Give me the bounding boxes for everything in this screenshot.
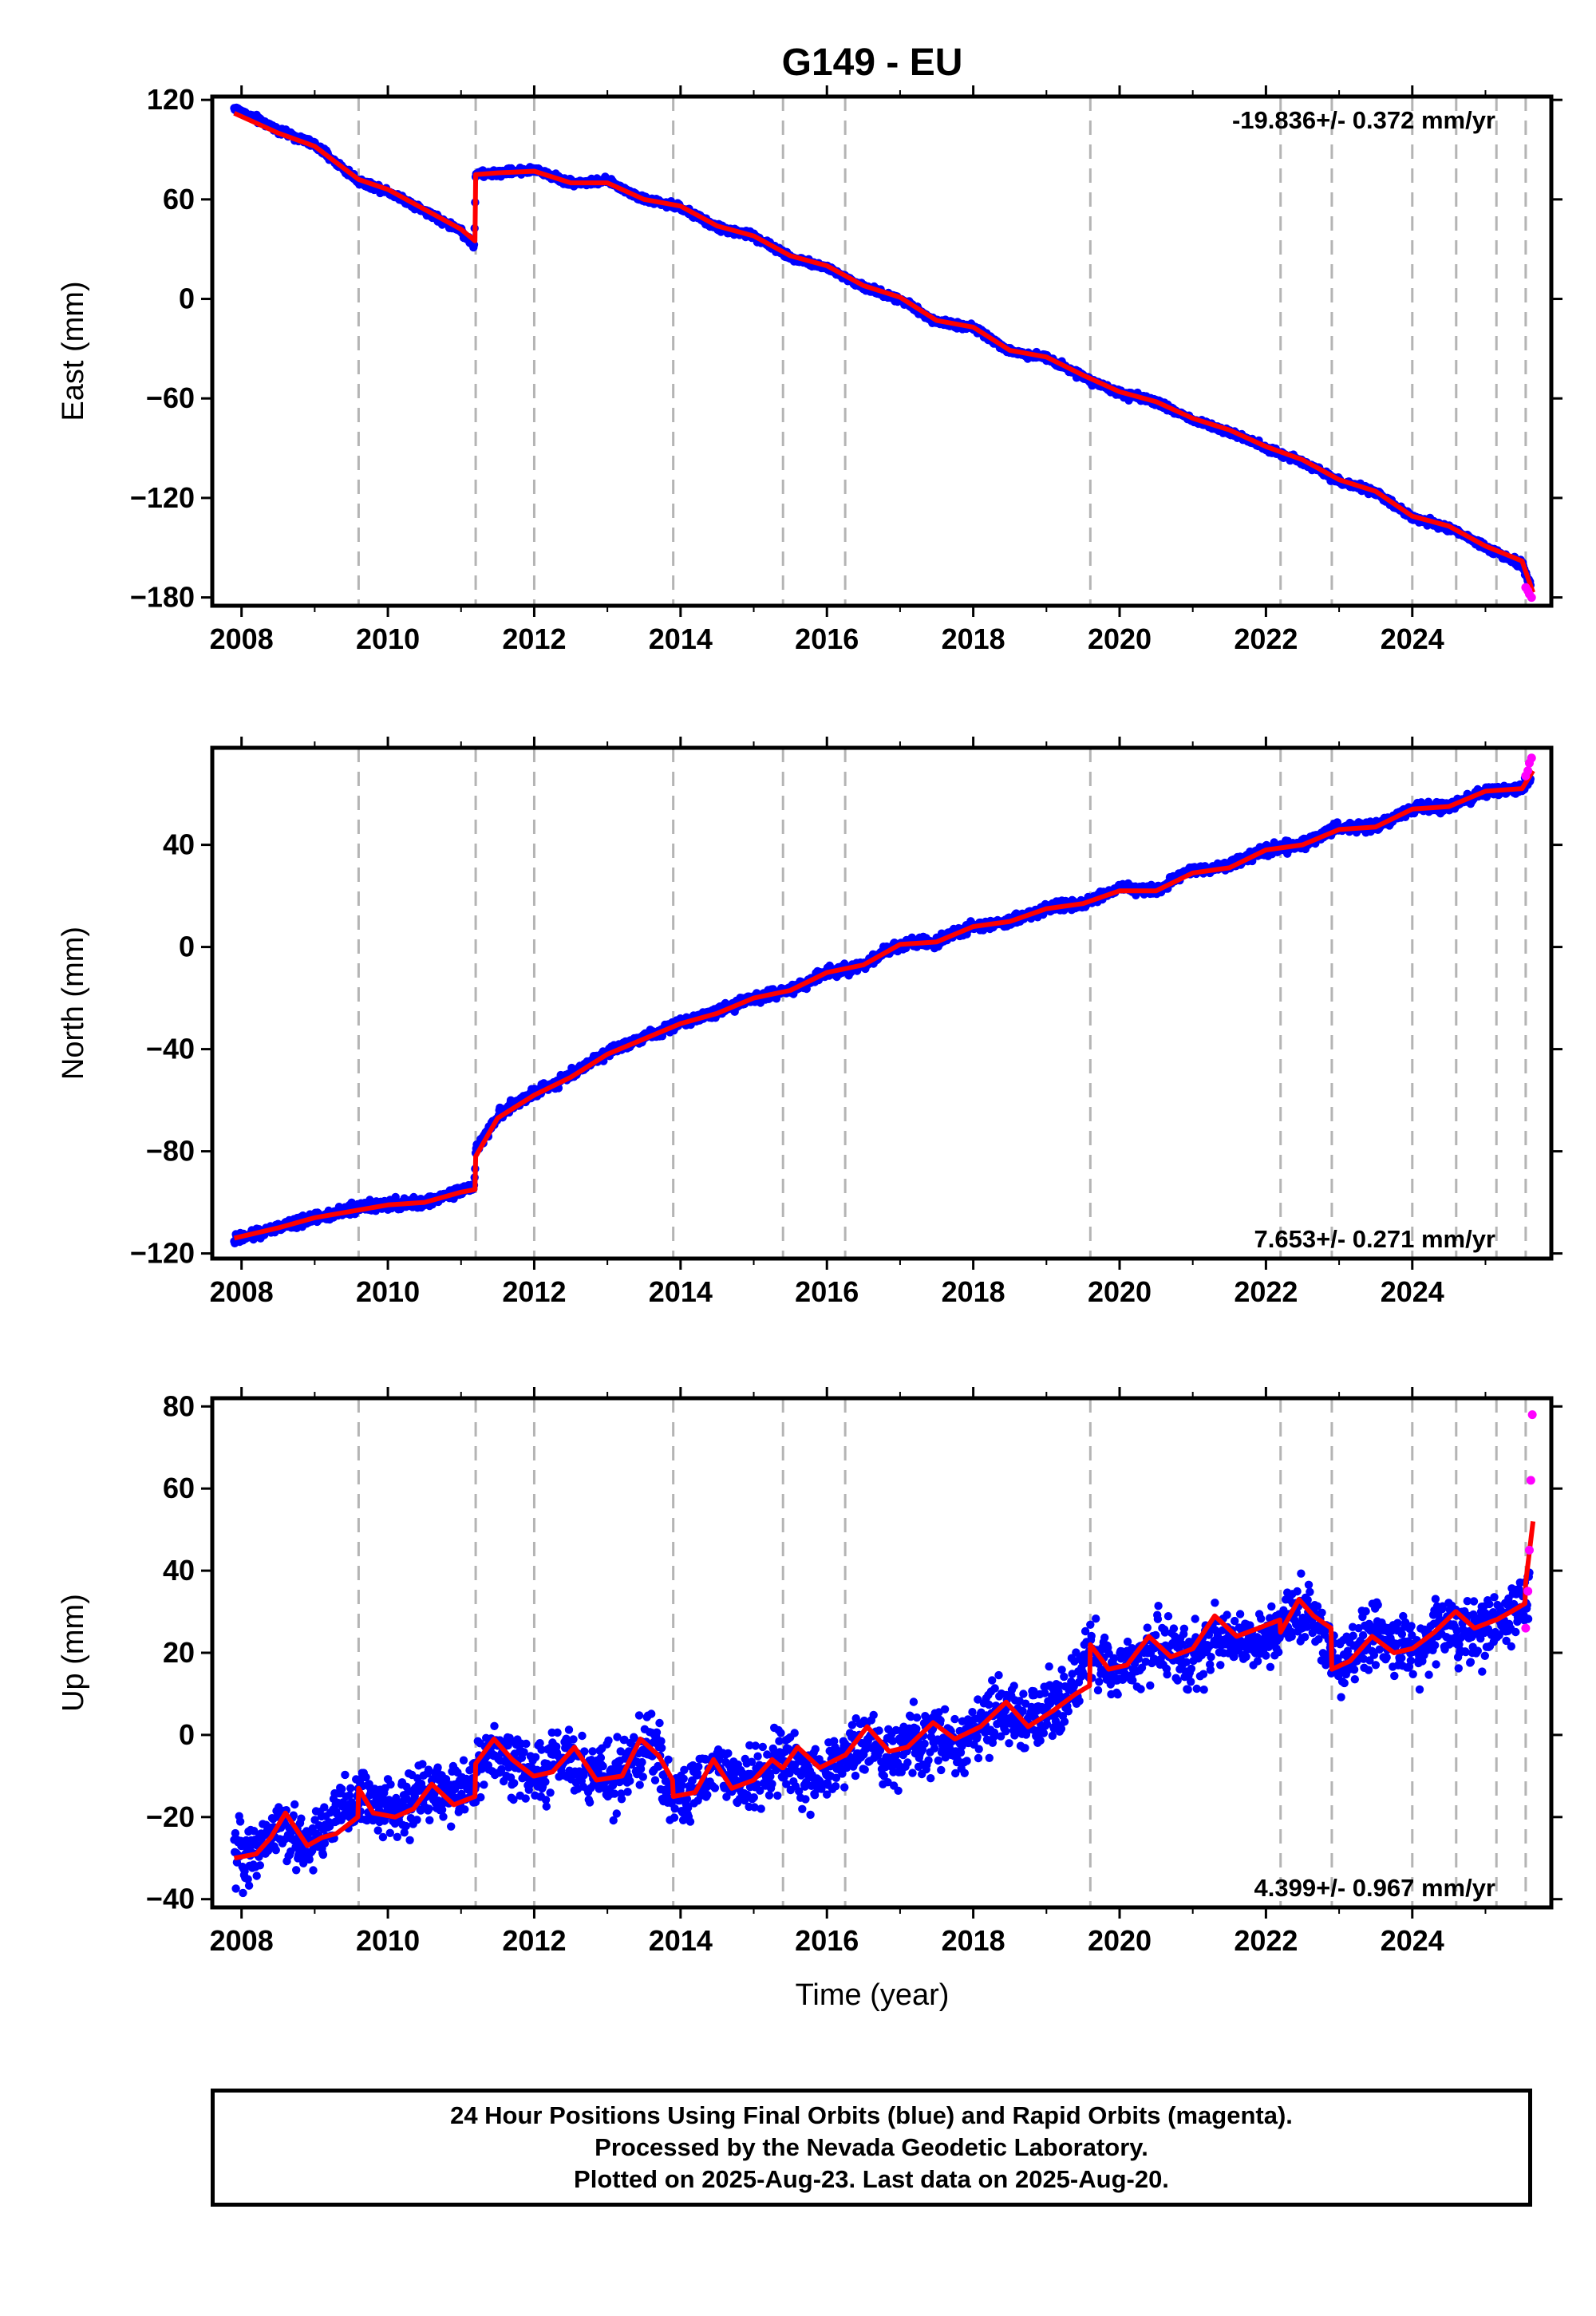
y-axis: 120 60 0 −60 −120 −180: [130, 83, 1562, 614]
rapid-point: [1527, 753, 1536, 763]
y-tick-label: −80: [146, 1135, 195, 1168]
x-tick-label: 2010: [356, 622, 420, 655]
y-tick-label: 0: [179, 931, 195, 963]
data-point: [271, 1846, 280, 1855]
x-tick-label: 2020: [1088, 622, 1152, 655]
data-point: [255, 1861, 264, 1870]
x-axis: 2008 2010 2012 2014 2016 2018 2020 2022 2024: [210, 85, 1487, 655]
rapid-point: [1527, 593, 1536, 603]
plot-area: [230, 103, 1535, 594]
data-point: [244, 1881, 254, 1890]
x-tick-label: 2024: [1381, 622, 1444, 655]
x-tick-label: 2012: [502, 622, 566, 655]
x-tick-label: 2020: [1088, 1275, 1152, 1308]
data-point: [243, 1875, 252, 1883]
plot-area: [230, 769, 1535, 1248]
rapid-orbits-points: [1521, 753, 1536, 781]
velocity-label: -19.836+/- 0.372 mm/yr: [1232, 106, 1495, 134]
model-line: [233, 769, 1535, 1241]
data-point: [239, 1888, 247, 1898]
panel-east: 2008 2010 2012 2014 2016 2018 2020 2022 2024 120 6…: [57, 83, 1562, 655]
x-tick-label: 2018: [942, 622, 1005, 655]
x-tick-label: 2008: [210, 1275, 274, 1308]
final-orbits-points: [230, 103, 1535, 590]
y-tick-label: 40: [163, 828, 195, 861]
panel-north: 2008 2010 2012 2014 2016 2018 2020 2022 2024 40 0 −…: [57, 737, 1562, 1308]
x-tick-label: 2016: [795, 622, 859, 655]
y-tick-label: −60: [146, 381, 195, 414]
y-tick-label: −120: [130, 481, 195, 514]
panel-up: 2008 2010 2012 2014 2016 2018 2020 2022 20248060…: [57, 1387, 1562, 1957]
y-tick-label: 60: [163, 183, 195, 215]
x-tick-label: 2016: [795, 1275, 859, 1308]
x-tick-label: 2018: [942, 1275, 1005, 1308]
y-tick-label: −180: [130, 581, 195, 614]
data-point: [252, 1871, 261, 1880]
y-axis-label: North (mm): [57, 927, 90, 1080]
x-axis: 2008 2010 2012 2014 2016 2018 2020 2022 2024: [210, 737, 1487, 1308]
y-tick-label: 0: [179, 283, 195, 315]
y-axis: 40 0 −40 −80 −120: [130, 828, 1562, 1270]
data-point: [250, 1827, 259, 1836]
final-orbits-points: [230, 1568, 1534, 1898]
y-axis-label: East (mm): [57, 281, 90, 421]
x-tick-label: 2010: [356, 1275, 420, 1308]
y-tick-label: 120: [147, 83, 195, 116]
final-orbits-points: [230, 773, 1535, 1248]
plot-frame: [210, 745, 1554, 1261]
data-point: [231, 1884, 240, 1893]
x-tick-label: 2008: [210, 622, 274, 655]
chart-title: G149 - EU: [782, 41, 963, 84]
x-tick-label: 2014: [649, 622, 713, 655]
data-point: [235, 1817, 245, 1826]
data-point: [240, 1867, 249, 1875]
plot-area: [230, 1521, 1536, 1898]
model-line: [233, 111, 1535, 594]
x-tick-label: 2022: [1234, 1275, 1298, 1308]
rapid-orbits-points: [1521, 583, 1536, 603]
plot-frame: [210, 94, 1554, 608]
y-tick-label: −120: [130, 1237, 195, 1270]
x-tick-label: 2014: [649, 1275, 713, 1308]
x-tick-label: 2022: [1234, 622, 1298, 655]
velocity-label: 7.653+/- 0.271 mm/yr: [1254, 1225, 1495, 1253]
data-point: [231, 1828, 240, 1838]
rapid-point: [1523, 766, 1533, 776]
x-tick-label: 2024: [1381, 1275, 1444, 1308]
y-tick-label: −40: [146, 1033, 195, 1065]
x-tick-label: 2012: [502, 1275, 566, 1308]
